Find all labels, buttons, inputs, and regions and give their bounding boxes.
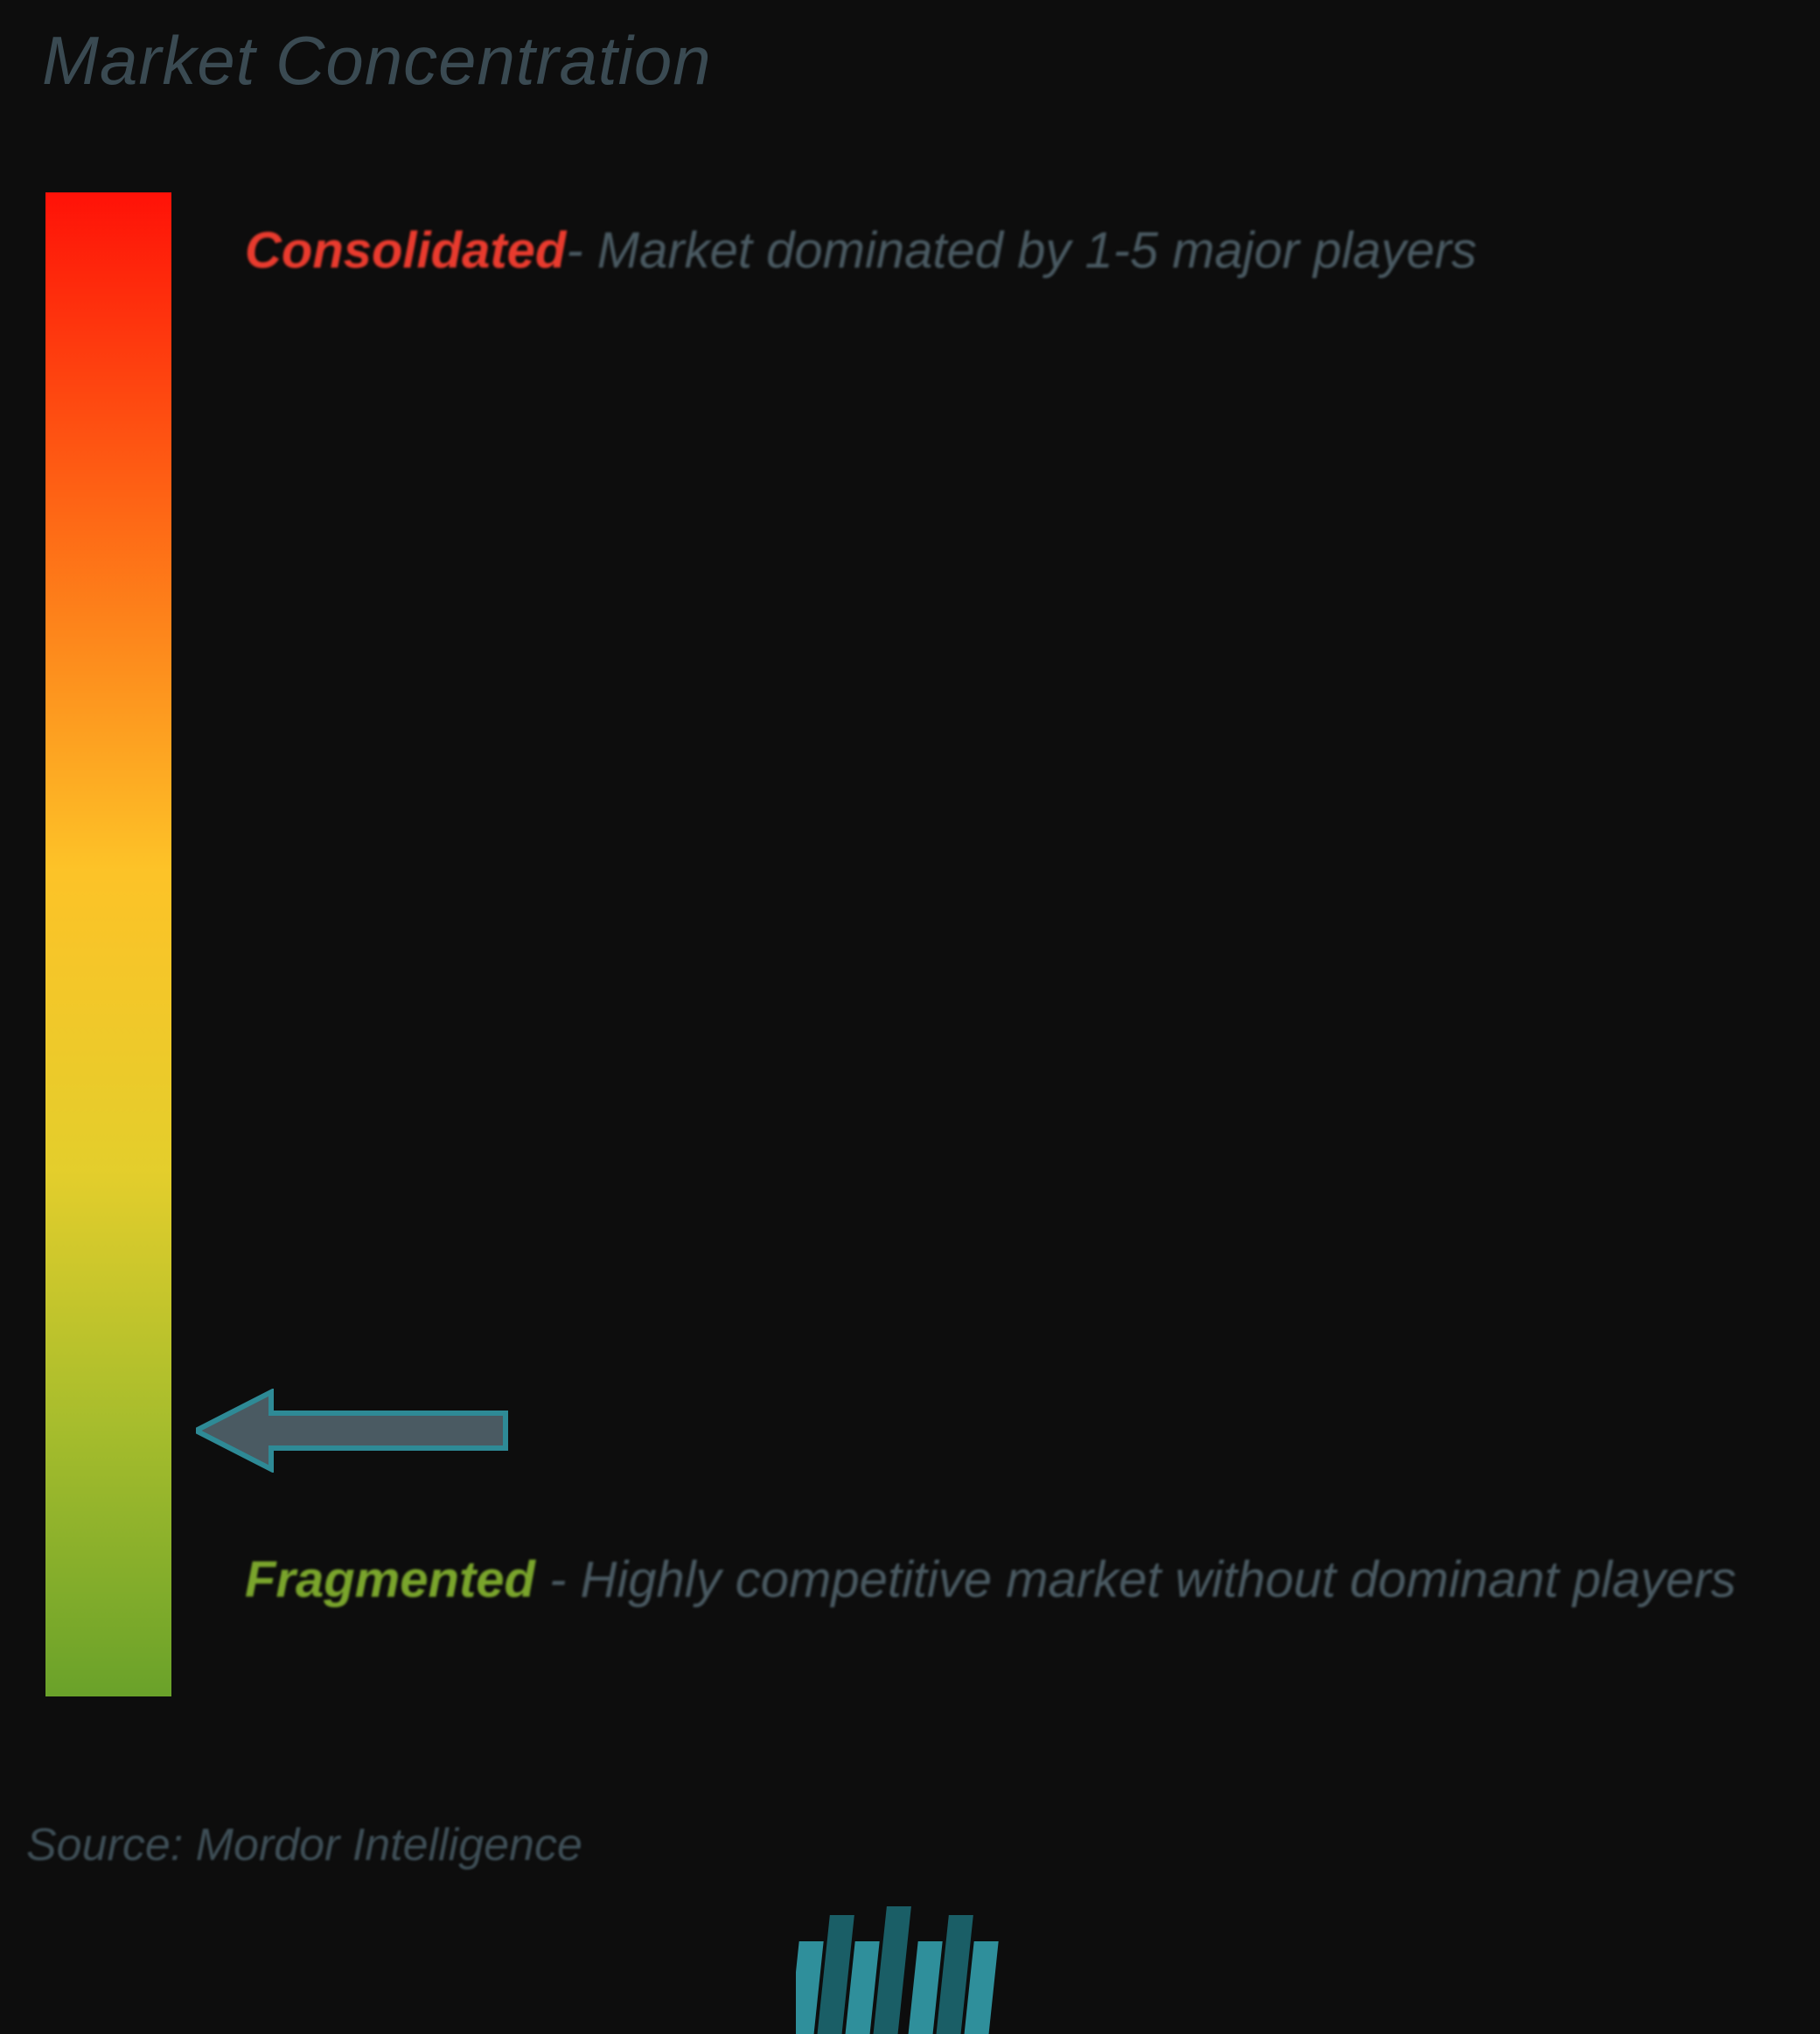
consolidated-description: - Market dominated by 1-5 major players	[566, 222, 1476, 279]
fragmented-keyword: Fragmented	[245, 1551, 535, 1608]
fragmented-label: Fragmented - Highly competitive market w…	[245, 1532, 1750, 1628]
consolidated-keyword: Consolidated	[245, 222, 566, 279]
concentration-gradient-scale	[45, 192, 171, 1696]
fragmented-description: - Highly competitive market without domi…	[535, 1551, 1736, 1608]
market-concentration-infographic: Market Concentration Consolidated- Marke…	[0, 0, 1820, 2034]
page-title: Market Concentration	[42, 21, 712, 101]
source-prefix: Source:	[26, 1820, 196, 1870]
mordor-logo-icon	[796, 1889, 1023, 2034]
consolidated-label: Consolidated- Market dominated by 1-5 ma…	[245, 203, 1750, 299]
source-name: Mordor Intelligence	[196, 1820, 582, 1870]
position-indicator-arrow	[196, 1389, 511, 1473]
source-attribution: Source: Mordor Intelligence	[26, 1819, 582, 1871]
